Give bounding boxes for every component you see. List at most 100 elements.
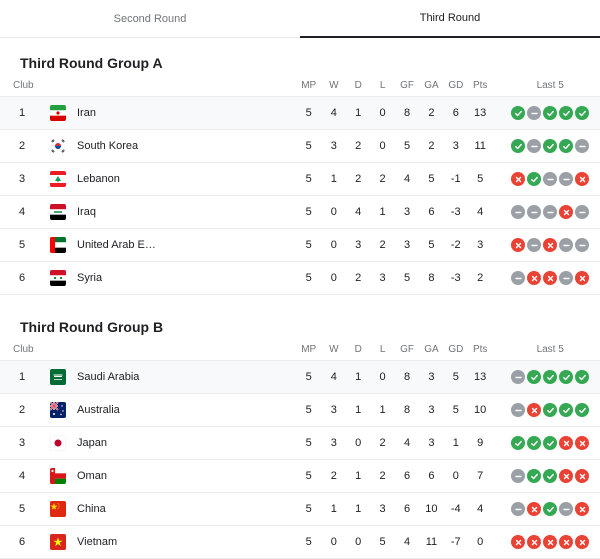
draw-minus-icon[interactable] [543, 205, 558, 219]
draw-minus-icon[interactable] [559, 502, 574, 516]
loss-x-icon[interactable] [559, 436, 574, 450]
loss-x-icon[interactable] [575, 436, 590, 450]
stat-d: 3 [355, 239, 362, 251]
win-check-icon[interactable] [511, 106, 526, 120]
win-check-icon[interactable] [559, 370, 574, 384]
team-name[interactable]: South Korea [77, 140, 139, 152]
loss-x-icon[interactable] [543, 238, 558, 252]
loss-x-icon[interactable] [527, 502, 542, 516]
table-row[interactable]: 1 Iran 5 4 1 0 8 2 6 13 [0, 96, 600, 130]
win-check-icon[interactable] [543, 403, 558, 417]
loss-x-icon[interactable] [575, 502, 590, 516]
loss-x-icon[interactable] [543, 535, 558, 549]
loss-x-icon[interactable] [511, 172, 526, 186]
loss-x-icon[interactable] [511, 535, 526, 549]
stat-mp: 5 [305, 371, 312, 383]
win-check-icon[interactable] [511, 436, 526, 450]
win-check-icon[interactable] [527, 370, 542, 384]
win-check-icon[interactable] [575, 403, 590, 417]
loss-x-icon[interactable] [559, 535, 574, 549]
team-name[interactable]: Australia [77, 404, 120, 416]
draw-minus-icon[interactable] [575, 238, 590, 252]
col-gd-header: GD [448, 343, 464, 355]
table-row[interactable]: 5 United Arab E… 5 0 3 2 3 5 -2 3 [0, 229, 600, 262]
last-5-results [500, 139, 600, 153]
team-name[interactable]: Iran [77, 107, 96, 119]
draw-minus-icon[interactable] [543, 172, 558, 186]
draw-minus-icon[interactable] [559, 172, 574, 186]
draw-minus-icon[interactable] [575, 205, 590, 219]
win-check-icon[interactable] [543, 436, 558, 450]
win-check-icon[interactable] [527, 469, 542, 483]
iran-flag-icon [50, 105, 66, 121]
loss-x-icon[interactable] [575, 271, 590, 285]
team-name[interactable]: Vietnam [77, 536, 118, 548]
stat-gd: 5 [452, 404, 459, 416]
win-check-icon[interactable] [511, 139, 526, 153]
draw-minus-icon[interactable] [559, 271, 574, 285]
loss-x-icon[interactable] [575, 535, 590, 549]
loss-x-icon[interactable] [559, 469, 574, 483]
win-check-icon[interactable] [543, 469, 558, 483]
team-name[interactable]: Lebanon [77, 173, 120, 185]
win-check-icon[interactable] [543, 502, 558, 516]
draw-minus-icon[interactable] [527, 106, 542, 120]
draw-minus-icon[interactable] [511, 205, 526, 219]
table-row[interactable]: 5 China 5 1 1 3 6 10 -4 4 [0, 493, 600, 526]
draw-minus-icon[interactable] [511, 502, 526, 516]
team-position: 1 [18, 371, 26, 383]
team-name[interactable]: Oman [77, 470, 107, 482]
loss-x-icon[interactable] [575, 469, 590, 483]
stat-d: 2 [355, 272, 362, 284]
stat-l: 0 [379, 107, 386, 119]
win-check-icon[interactable] [527, 172, 542, 186]
win-check-icon[interactable] [527, 436, 542, 450]
loss-x-icon[interactable] [527, 535, 542, 549]
draw-minus-icon[interactable] [527, 139, 542, 153]
loss-x-icon[interactable] [559, 205, 574, 219]
tab-third-round[interactable]: Third Round [300, 0, 600, 38]
loss-x-icon[interactable] [527, 403, 542, 417]
table-row[interactable]: 6 Syria 5 0 2 3 5 8 -3 2 [0, 262, 600, 295]
table-row[interactable]: 4 Iraq 5 0 4 1 3 6 -3 4 [0, 196, 600, 229]
draw-minus-icon[interactable] [511, 271, 526, 285]
win-check-icon[interactable] [543, 106, 558, 120]
table-row[interactable]: 2 Australia 5 3 1 1 8 3 5 10 [0, 394, 600, 427]
table-row[interactable]: 4 Oman 5 2 1 2 6 6 0 7 [0, 460, 600, 493]
loss-x-icon[interactable] [511, 238, 526, 252]
stat-d: 2 [355, 140, 362, 152]
table-row[interactable]: 3 Lebanon 5 1 2 2 4 5 -1 5 [0, 163, 600, 196]
stat-ga: 11 [425, 536, 438, 548]
team-name[interactable]: Iraq [77, 206, 96, 218]
col-w-header: W [329, 79, 339, 91]
win-check-icon[interactable] [575, 370, 590, 384]
loss-x-icon[interactable] [543, 271, 558, 285]
win-check-icon[interactable] [559, 139, 574, 153]
team-name[interactable]: Japan [77, 437, 107, 449]
draw-minus-icon[interactable] [511, 403, 526, 417]
draw-minus-icon[interactable] [527, 238, 542, 252]
draw-minus-icon[interactable] [511, 469, 526, 483]
team-position: 3 [18, 173, 26, 185]
loss-x-icon[interactable] [575, 172, 590, 186]
draw-minus-icon[interactable] [559, 238, 574, 252]
table-row[interactable]: 6 Vietnam 5 0 0 5 4 11 -7 0 [0, 526, 600, 559]
team-name[interactable]: Saudi Arabia [77, 371, 140, 383]
tab-second-round[interactable]: Second Round [113, 12, 187, 25]
draw-minus-icon[interactable] [575, 139, 590, 153]
win-check-icon[interactable] [559, 403, 574, 417]
team-name[interactable]: United Arab E… [77, 239, 156, 251]
team-name[interactable]: Syria [77, 272, 103, 284]
win-check-icon[interactable] [559, 106, 574, 120]
draw-minus-icon[interactable] [527, 205, 542, 219]
win-check-icon[interactable] [575, 106, 590, 120]
table-row[interactable]: 1 Saudi Arabia 5 4 1 0 8 3 5 13 [0, 360, 600, 394]
table-row[interactable]: 2 South Korea 5 3 2 0 5 2 3 11 [0, 130, 600, 163]
loss-x-icon[interactable] [527, 271, 542, 285]
win-check-icon[interactable] [543, 370, 558, 384]
draw-minus-icon[interactable] [511, 370, 526, 384]
col-club-header: Club [13, 343, 34, 355]
table-row[interactable]: 3 Japan 5 3 0 2 4 3 1 9 [0, 427, 600, 460]
team-name[interactable]: China [77, 503, 106, 515]
win-check-icon[interactable] [543, 139, 558, 153]
